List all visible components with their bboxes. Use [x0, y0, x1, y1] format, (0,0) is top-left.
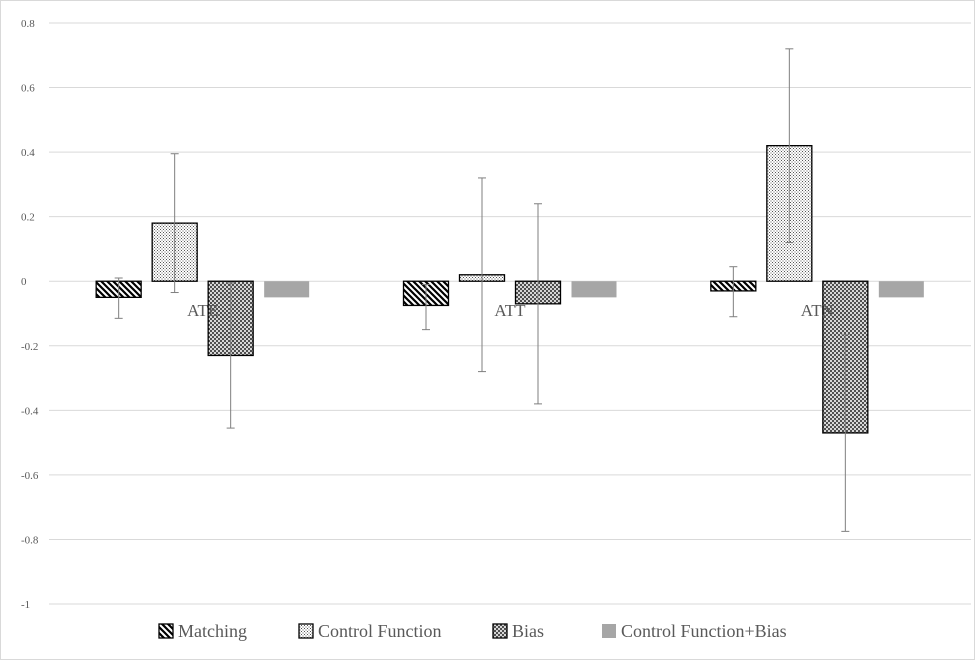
y-tick-label: 0.2: [21, 212, 35, 224]
bar-control-function-bias-ate: [264, 281, 310, 298]
category-label: ATN: [801, 301, 834, 320]
legend-swatch: [492, 623, 508, 639]
legend-label: Matching: [178, 621, 247, 641]
legend-label: Control Function: [318, 621, 442, 641]
legend-swatch: [298, 623, 314, 639]
y-tick-label: 0.4: [21, 147, 35, 159]
category-label: ATT: [494, 301, 526, 320]
y-tick-label: -0.8: [21, 534, 39, 546]
y-tick-label: -0.4: [21, 405, 39, 417]
legend-label: Control Function+Bias: [621, 621, 787, 641]
legend-swatch: [158, 623, 174, 639]
y-tick-label: -0.2: [21, 341, 38, 353]
y-tick-label: 0.6: [21, 83, 35, 95]
legend-label: Bias: [512, 621, 544, 641]
bar-control-function-bias-atn: [878, 281, 924, 298]
legend-swatch: [602, 624, 616, 638]
y-tick-label: -1: [21, 599, 30, 611]
y-tick-label: -0.6: [21, 470, 39, 482]
category-label: ATE: [187, 301, 218, 320]
bar-control-function-bias-att: [571, 281, 617, 298]
y-tick-label: 0: [21, 276, 27, 288]
y-tick-label: 0.8: [21, 18, 35, 30]
